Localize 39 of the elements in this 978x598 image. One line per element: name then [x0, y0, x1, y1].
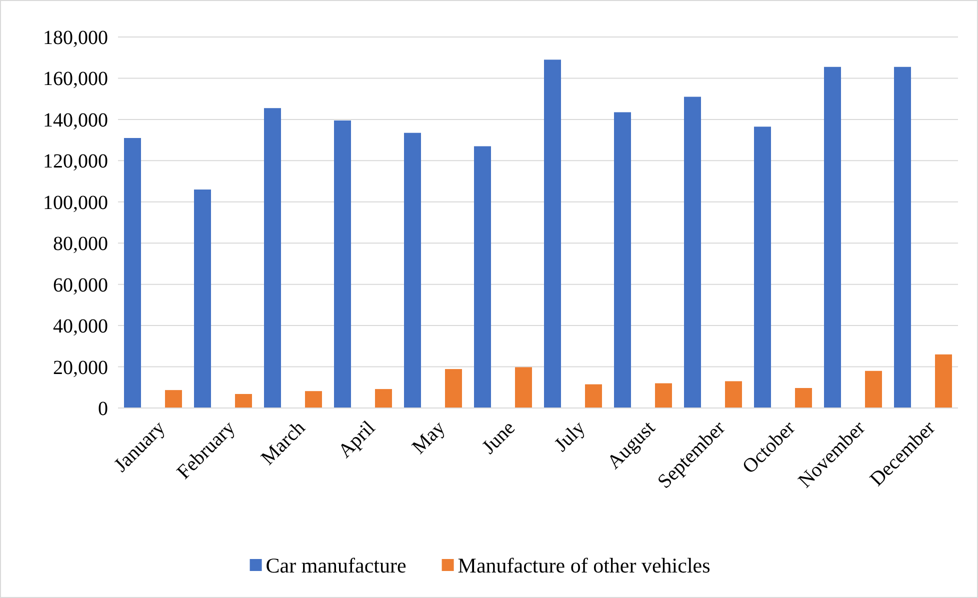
bar [865, 370, 882, 408]
bar [795, 388, 812, 408]
y-tick-label: 60,000 [53, 274, 108, 296]
x-tick-label: July [550, 416, 590, 456]
y-tick-label: 80,000 [53, 233, 108, 256]
bar [124, 138, 141, 408]
bar [544, 60, 561, 408]
bar [614, 112, 631, 408]
bar [935, 354, 952, 408]
bar [824, 66, 841, 408]
bar [194, 190, 211, 408]
bar [235, 394, 252, 408]
y-tick-label: 20,000 [53, 356, 108, 379]
bar [445, 369, 462, 408]
bar [585, 384, 602, 408]
bar [375, 389, 392, 408]
bar [894, 66, 911, 408]
x-tick-label: May [408, 416, 450, 458]
x-tick-label: June [478, 416, 520, 458]
bar [515, 367, 532, 408]
bar [334, 120, 351, 408]
y-tick-label: 40,000 [53, 316, 108, 338]
bar [264, 108, 281, 408]
y-tick-label: 100,000 [43, 192, 108, 214]
bar [305, 391, 322, 408]
legend-label: Car manufacture [266, 553, 406, 578]
y-tick-label: 160,000 [43, 68, 108, 90]
y-tick-label: 120,000 [43, 150, 108, 173]
bar [474, 146, 491, 408]
legend-label: Manufacture of other vehicles [458, 553, 710, 578]
y-tick-label: 0 [98, 398, 108, 420]
y-tick-label: 140,000 [43, 109, 108, 132]
bar [655, 383, 672, 408]
y-tick-label: 180,000 [43, 27, 108, 49]
bar [684, 96, 701, 408]
bar [165, 390, 182, 408]
bar [404, 132, 421, 408]
bar [725, 381, 742, 408]
bar [754, 126, 771, 408]
